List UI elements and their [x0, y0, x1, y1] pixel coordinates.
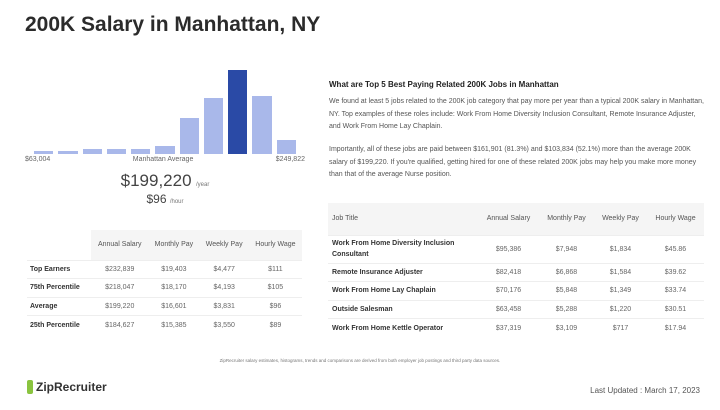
table-cell: $105 [248, 278, 302, 297]
related-detail-paragraph: Importantly, all of these jobs are paid … [329, 146, 697, 178]
table-cell: $5,288 [538, 299, 594, 319]
table-cell: $1,834 [593, 234, 647, 263]
annual-unit: /year [196, 182, 210, 188]
table-row: 25th Percentile $184,627 $15,385 $3,550 $89 [27, 315, 302, 334]
table-cell: $45.86 [646, 234, 704, 263]
histogram-max-label: $249,822 [275, 156, 305, 163]
histogram-labels: $63,004 Manhattan Average $249,822 [25, 156, 305, 163]
column-header: Weekly Pay [199, 230, 249, 260]
table-cell: $184,627 [91, 315, 149, 334]
histogram-bar [203, 97, 224, 154]
table-row: Work From Home Diversity Inclusion Consu… [328, 234, 704, 263]
table-cell: Work From Home Kettle Operator [328, 318, 478, 337]
table-cell: Work From Home Diversity Inclusion Consu… [328, 234, 478, 263]
column-header: Annual Salary [91, 230, 149, 260]
table-header-row: Job Title Annual Salary Monthly Pay Weekly … [328, 203, 704, 235]
related-jobs-table: Job Title Annual Salary Monthly Pay Weekly … [328, 203, 704, 337]
table-cell: $111 [248, 259, 302, 279]
table-cell: $7,948 [538, 234, 594, 263]
histogram-bar [131, 148, 151, 154]
histogram-bar [58, 151, 78, 154]
table-cell: $199,220 [91, 296, 149, 316]
table-cell: $18,170 [148, 278, 200, 297]
table-cell: $1,584 [593, 262, 647, 282]
table-header-row: Annual Salary Monthly Pay Weekly Pay Hourly… [27, 230, 302, 260]
table-cell: $3,831 [199, 296, 249, 316]
percentile-table: Annual Salary Monthly Pay Weekly Pay Hourly… [27, 230, 302, 334]
logo-text: ZipRecruiter [36, 380, 107, 394]
table-cell: $17.94 [646, 318, 704, 337]
table-cell: $3,109 [538, 318, 594, 337]
table-cell: $95,386 [478, 234, 539, 263]
table-cell: Outside Salesman [328, 299, 478, 319]
table-cell: $717 [593, 318, 647, 337]
table-row: Average $199,220 $16,601 $3,831 $96 [27, 296, 302, 316]
table-row: Work From Home Lay Chaplain $70,176 $5,848… [328, 281, 704, 300]
average-annual: $199,220 /year [0, 171, 330, 191]
table-cell: 25th Percentile [27, 315, 92, 334]
page-title: 200K Salary in Manhattan, NY [25, 13, 321, 36]
table-cell: $3,550 [199, 315, 249, 334]
average-hourly: $96 /hour [0, 192, 330, 206]
average-annual-value: $199,220 [120, 171, 192, 190]
table-cell: $89 [248, 315, 302, 334]
table-cell: $33.74 [646, 281, 704, 300]
salary-histogram [34, 70, 296, 154]
histogram-mid-label: Manhattan Average [132, 156, 194, 163]
ziprecruiter-logo[interactable]: ZipRecruiter [27, 380, 107, 394]
table-row: Outside Salesman $63,458 $5,288 $1,220 $30.5… [328, 299, 704, 319]
table-cell: $232,839 [91, 259, 149, 279]
table-cell: Top Earners [27, 259, 92, 279]
table-cell: $1,220 [593, 299, 647, 319]
table-cell: Work From Home Lay Chaplain [328, 281, 478, 300]
column-header: Weekly Pay [593, 203, 647, 235]
average-hourly-value: $96 [146, 192, 167, 206]
histogram-bar [228, 70, 248, 154]
table-cell: $96 [248, 296, 302, 316]
table-cell: $37,319 [478, 318, 539, 337]
table-cell: $1,349 [593, 281, 647, 300]
column-header: Annual Salary [478, 203, 539, 235]
hourly-unit: /hour [169, 199, 184, 205]
related-jobs-heading: What are Top 5 Best Paying Related 200K … [329, 80, 559, 89]
histogram-bar [155, 145, 175, 154]
table-cell: $30.51 [646, 299, 704, 319]
table-cell: $70,176 [478, 281, 539, 300]
histogram-bar [276, 139, 296, 154]
table-cell: $4,477 [199, 259, 249, 279]
footer-note: ZipRecruiter salary estimates, histogram… [219, 358, 501, 363]
table-cell: Average [27, 296, 92, 316]
table-cell: $218,047 [91, 278, 149, 297]
column-header: Job Title [328, 203, 478, 235]
table-cell: Remote Insurance Adjuster [328, 262, 478, 282]
histogram-bar [252, 96, 272, 154]
table-cell: $19,403 [148, 259, 200, 279]
table-cell: 75th Percentile [27, 278, 92, 297]
table-cell: $4,193 [199, 278, 249, 297]
table-cell: $63,458 [478, 299, 539, 319]
last-updated: Last Updated : March 17, 2023 [590, 386, 700, 395]
logo-icon [27, 380, 33, 394]
table-cell: $6,868 [538, 262, 594, 282]
column-header [27, 230, 92, 260]
histogram-bar [82, 148, 102, 154]
related-intro-paragraph: We found at least 5 jobs related to the … [329, 98, 704, 130]
table-cell: $82,418 [478, 262, 539, 282]
histogram-bar [34, 150, 54, 154]
column-header: Monthly Pay [148, 230, 200, 260]
column-header: Monthly Pay [538, 203, 594, 235]
table-cell: $39.62 [646, 262, 704, 282]
histogram-bar [106, 148, 127, 154]
table-cell: $5,848 [538, 281, 594, 300]
histogram-bar [179, 117, 199, 154]
table-row: 75th Percentile $218,047 $18,170 $4,193 $105 [27, 278, 302, 297]
table-row: Work From Home Kettle Operator $37,319 $3,… [328, 318, 704, 337]
table-row: Remote Insurance Adjuster $82,418 $6,868 $1… [328, 262, 704, 282]
table-cell: $15,385 [148, 315, 200, 334]
column-header: Hourly Wage [646, 203, 704, 235]
table-row: Top Earners $232,839 $19,403 $4,477 $111 [27, 259, 302, 279]
table-cell: $16,601 [148, 296, 200, 316]
histogram-min-label: $63,004 [25, 156, 51, 163]
column-header: Hourly Wage [248, 230, 302, 260]
